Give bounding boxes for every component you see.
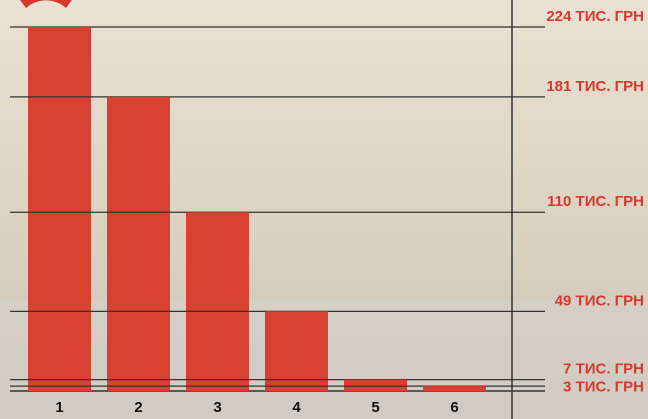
value-label: 224 ТИС. ГРН [546, 8, 644, 25]
decor-circle [20, 0, 72, 8]
bar [107, 96, 170, 391]
x-tick-label: 3 [213, 399, 221, 416]
x-tick-label: 2 [134, 399, 142, 416]
x-tick-label: 1 [55, 399, 63, 416]
bar [423, 386, 486, 391]
value-label: 110 ТИС. ГРН [547, 193, 644, 210]
x-tick-label: 5 [371, 399, 379, 416]
bar [186, 212, 249, 391]
bar [344, 379, 407, 391]
x-tick-label: 6 [450, 399, 458, 416]
x-tick-label: 4 [292, 399, 301, 416]
value-label: 181 ТИС. ГРН [546, 78, 644, 95]
value-label: 49 ТИС. ГРН [555, 292, 644, 309]
value-label: 3 ТИС. ГРН [563, 379, 644, 396]
bar [265, 311, 328, 391]
plot: 1 224 ТИС. ГРН 2 181 ТИС. ГРН 3 110 ТИС. ГРН 4… [10, 8, 644, 416]
bar [28, 27, 91, 391]
value-label: 7 ТИС. ГРН [563, 361, 644, 378]
